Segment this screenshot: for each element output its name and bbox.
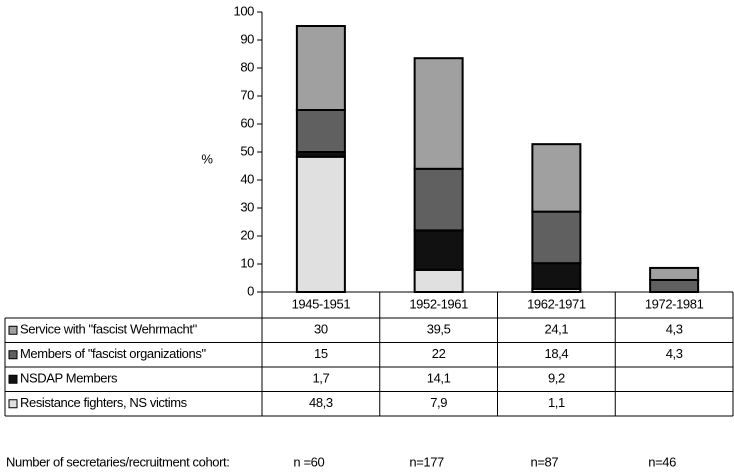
x-tick-label: 1962-1971 <box>527 296 586 311</box>
bar-segment <box>531 210 582 265</box>
bar-segment <box>295 155 346 293</box>
value-label: 4,3 <box>666 346 683 361</box>
value-label: 18,4 <box>545 346 569 361</box>
value-label: 48,3 <box>309 395 333 410</box>
value-label: 1,7 <box>312 371 329 386</box>
value-label: 30 <box>314 322 328 337</box>
y-tick-label: 20 <box>240 227 254 242</box>
x-tick-label: 1952-1961 <box>409 296 468 311</box>
y-tick-label: 70 <box>240 87 254 102</box>
bar-segment <box>531 262 582 290</box>
legend-swatch <box>8 399 18 409</box>
value-label: 39,5 <box>427 322 451 337</box>
value-label: 24,1 <box>545 322 569 337</box>
value-label: 7,9 <box>430 395 447 410</box>
bar-segment <box>413 167 464 232</box>
bar-segment <box>295 109 346 153</box>
bar-segment <box>531 143 582 213</box>
footer-count: n=177 <box>409 454 444 469</box>
bar-segment <box>413 57 464 170</box>
value-label: 9,2 <box>548 371 565 386</box>
y-tick-label: 50 <box>240 143 254 158</box>
y-tick-label: 100 <box>234 3 255 18</box>
bar-segment <box>295 25 346 111</box>
footer-count: n=46 <box>648 454 676 469</box>
x-tick-label: 1972-1981 <box>645 296 704 311</box>
y-tick-label: 30 <box>240 199 254 214</box>
legend-swatch <box>8 325 18 335</box>
value-label: 4,3 <box>666 322 683 337</box>
bar-segment <box>413 268 464 294</box>
y-tick-label: 0 <box>247 283 254 298</box>
value-label: 14,1 <box>427 371 451 386</box>
y-tick-label: 60 <box>240 115 254 130</box>
bar-segment <box>649 278 700 293</box>
value-label: 1,1 <box>548 395 565 410</box>
legend-swatch <box>8 374 18 384</box>
legend-label: Resistance fighters, NS victims <box>20 395 188 410</box>
footer-count: n=87 <box>531 454 559 469</box>
y-axis-label: % <box>201 151 213 166</box>
y-tick-label: 10 <box>240 255 254 270</box>
y-tick-label: 80 <box>240 59 254 74</box>
legend-label: Members of "fascist organizations" <box>20 346 206 361</box>
value-label: 15 <box>314 346 328 361</box>
y-tick-label: 40 <box>240 171 254 186</box>
y-tick-label: 90 <box>240 31 254 46</box>
legend-label: NSDAP Members <box>20 371 118 386</box>
bar-segment <box>413 229 464 271</box>
x-tick-label: 1945-1951 <box>292 296 351 311</box>
footer-label: Number of secretaries/recruitment cohort… <box>6 454 229 469</box>
legend-swatch <box>8 350 18 360</box>
footer-count: n =60 <box>293 454 324 469</box>
legend-label: Service with "fascist Wehrmacht" <box>20 322 198 337</box>
value-label: 22 <box>432 346 446 361</box>
bar-segment <box>649 266 700 281</box>
